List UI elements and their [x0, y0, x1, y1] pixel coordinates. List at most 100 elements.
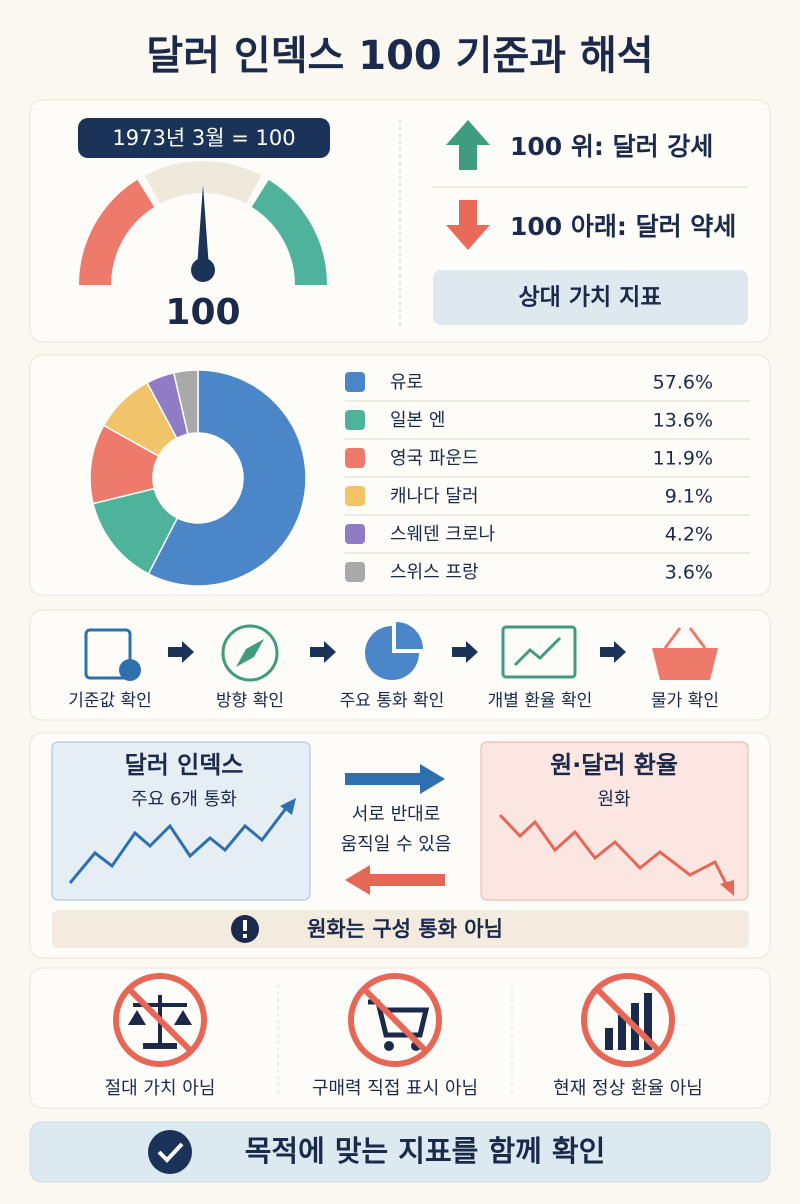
slash — [361, 986, 429, 1054]
step-label: 기준값 확인 — [68, 691, 152, 711]
legend-swatch — [345, 372, 365, 392]
donut-chart — [89, 369, 307, 587]
clipboard-icon — [84, 628, 132, 680]
legend-swatch — [345, 486, 365, 506]
not-label: 구매력 직접 표시 아님 — [312, 1078, 478, 1099]
donut-slice — [172, 369, 199, 436]
rising-line — [68, 802, 292, 884]
prohibit — [348, 973, 442, 1067]
prohibit-signs — [113, 973, 675, 1067]
arrow — [310, 641, 336, 663]
donut-slice — [147, 369, 307, 587]
prohibit — [113, 973, 207, 1067]
compass-icon — [221, 624, 279, 682]
middle-text: 움직일 수 있음 — [341, 834, 452, 855]
step-label: 방향 확인 — [216, 691, 284, 711]
right-box — [480, 741, 749, 901]
legend-label: 유로 — [390, 372, 423, 393]
right-arrow — [345, 764, 445, 794]
compare-note: 원화는 구성 통화 아님 — [307, 917, 503, 941]
bar-icon — [644, 993, 652, 1050]
legend: 유로 57.6% 일본 엔 13.6% 영국 파운드 11.9% 캐나다 달러 9.1% 스웨덴… — [345, 372, 750, 584]
legend-label: 일본 엔 — [390, 410, 445, 431]
right-sub: 원화 — [597, 789, 630, 810]
basket-handle — [663, 627, 707, 649]
left-title: 달러 인덱스 — [125, 751, 244, 779]
legend-label: 영국 파운드 — [390, 448, 479, 469]
step-label: 물가 확인 — [651, 691, 719, 711]
rising-arrowhead — [280, 798, 296, 815]
down-text: 100 아래: 달러 약세 — [510, 212, 736, 241]
trend-icon — [513, 636, 562, 667]
note-box — [433, 270, 748, 325]
cart-wheel — [384, 1041, 394, 1051]
scale-base — [143, 1043, 177, 1049]
compass-needle — [236, 639, 264, 667]
needle-hub — [191, 258, 215, 282]
needle — [197, 185, 209, 268]
down-arrow — [446, 200, 490, 250]
note: 상대 가치 지표 — [519, 285, 662, 311]
up-arrow — [446, 120, 490, 170]
legend-swatch — [345, 524, 365, 544]
prohibit — [581, 973, 675, 1067]
slash — [126, 986, 194, 1054]
legend-value: 13.6% — [653, 410, 713, 432]
legend-swatch — [345, 410, 365, 430]
gauge-arc — [79, 179, 155, 286]
step-label: 개별 환율 확인 — [488, 691, 593, 711]
step-label: 주요 통화 확인 — [340, 691, 445, 711]
title: 달러 인덱스 100 기준과 해석 — [146, 33, 653, 79]
legend-label: 스웨덴 크로나 — [390, 524, 495, 545]
gauge-arc — [144, 161, 262, 204]
footer-box — [29, 1121, 771, 1183]
check-icon — [119, 659, 141, 681]
check-circle — [148, 1130, 192, 1174]
legend-value: 9.1% — [665, 486, 713, 508]
pie-icon-slice — [396, 622, 423, 649]
legend-swatch — [345, 562, 365, 582]
pie-icon — [365, 626, 419, 680]
alert-dot — [243, 934, 247, 938]
steps: 기준값 확인 방향 확인 주요 통화 확인 개별 환율 확인 물가 확인 — [68, 691, 719, 711]
legend-value: 4.2% — [665, 524, 713, 546]
legend-label: 스위스 프랑 — [390, 562, 479, 583]
bar-icon — [605, 1028, 613, 1050]
scale-beam — [133, 1003, 187, 1007]
gauge — [79, 161, 327, 286]
badge-text: 1973년 3월 = 100 — [112, 126, 295, 150]
falling-arrowhead — [720, 880, 734, 896]
scale-pans — [128, 1010, 192, 1025]
arrow — [452, 641, 478, 663]
legend-label: 캐나다 달러 — [390, 486, 479, 507]
falling-line — [498, 813, 730, 889]
gauge-arc — [251, 179, 327, 286]
legend-value: 3.6% — [665, 562, 713, 584]
icons — [84, 622, 718, 682]
not-label: 절대 가치 아님 — [105, 1078, 216, 1099]
gauge-value: 100 — [165, 292, 240, 333]
basket-icon — [652, 648, 718, 680]
legend-swatch — [345, 448, 365, 468]
badge — [78, 118, 330, 158]
arrow — [600, 641, 626, 663]
slash — [594, 986, 662, 1054]
check-mark — [157, 1142, 184, 1163]
left-arrow — [345, 865, 445, 895]
step-arrows — [168, 641, 626, 663]
note-bar — [52, 910, 749, 948]
footer: 목적에 맞는 지표를 함께 확인 — [245, 1134, 606, 1168]
bar-icon — [618, 1015, 626, 1050]
alert-mark — [243, 920, 247, 931]
legend-value: 57.6% — [653, 372, 713, 394]
arrow — [168, 641, 194, 663]
left-sub: 주요 6개 통화 — [131, 789, 237, 810]
not-label: 현재 정상 환율 아님 — [553, 1078, 703, 1099]
up-text: 100 위: 달러 강세 — [510, 132, 713, 161]
monitor-icon — [501, 625, 577, 679]
middle-text: 서로 반대로 — [352, 804, 441, 825]
right-title: 원·달러 환율 — [550, 751, 678, 779]
